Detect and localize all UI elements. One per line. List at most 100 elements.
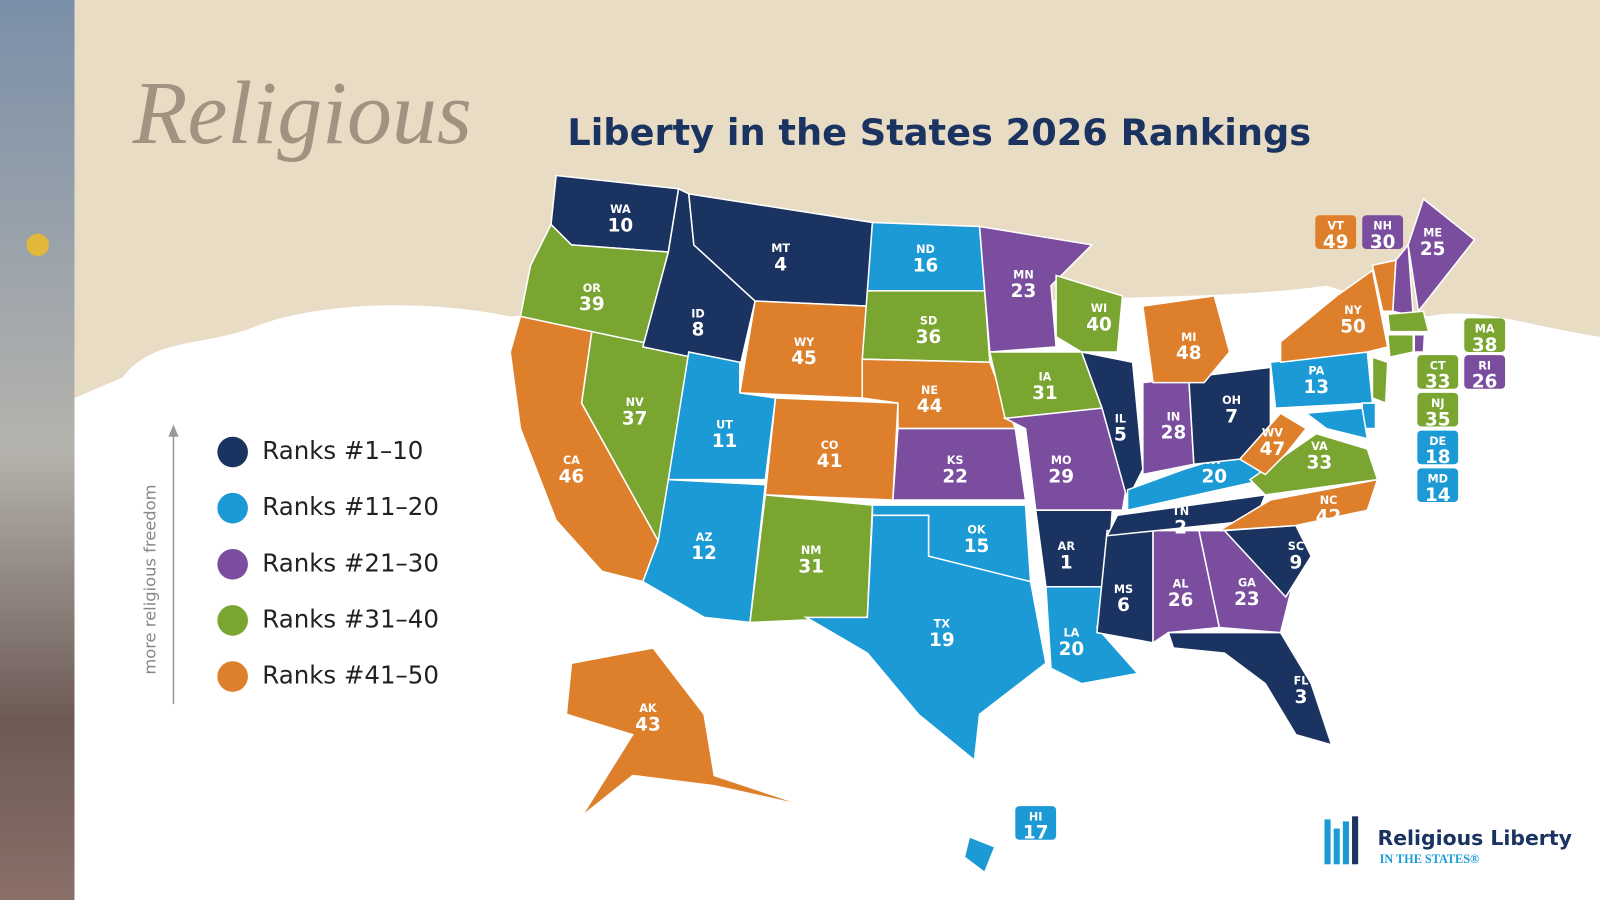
photo-strip: [0, 0, 75, 900]
state-rank: 33: [1307, 452, 1333, 473]
state-shape: [1055, 274, 1124, 353]
state-rank: 8: [692, 320, 705, 341]
state-abbr: NC: [1320, 494, 1338, 507]
state-rank: 14: [1425, 485, 1451, 506]
logo: Religious Liberty IN THE STATES®: [1324, 816, 1572, 866]
state-abbr: ND: [916, 243, 935, 256]
state-rank: 12: [691, 543, 717, 564]
state-abbr: PA: [1308, 364, 1324, 377]
state-abbr: WA: [610, 203, 631, 216]
state-shape: [641, 478, 767, 624]
state-shape: [565, 647, 807, 817]
legend-label: Ranks #21–30: [262, 548, 439, 577]
state-abbr: AL: [1173, 578, 1189, 591]
state-abbr: WI: [1091, 302, 1108, 315]
state-rank: 11: [712, 431, 738, 452]
state-abbr: FL: [1294, 675, 1309, 688]
state-abbr: DE: [1429, 435, 1446, 448]
state-abbr: SD: [920, 314, 937, 327]
state-abbr: SC: [1288, 540, 1304, 553]
state-abbr: NH: [1373, 220, 1392, 233]
state-rank: 26: [1472, 372, 1498, 393]
state-abbr: LA: [1063, 627, 1079, 640]
state-shape: [892, 427, 1027, 501]
legend-swatch: [217, 548, 248, 580]
state-shape: [1167, 631, 1333, 747]
legend-label: Ranks #1–10: [262, 436, 423, 465]
state-abbr: VA: [1311, 440, 1328, 453]
state-rank: 20: [1201, 467, 1227, 488]
state-rank: 39: [579, 294, 605, 315]
state-rank: 48: [1176, 343, 1202, 364]
state-abbr: AZ: [696, 531, 713, 544]
state-abbr: NV: [626, 396, 644, 409]
state-rank: 36: [916, 327, 942, 348]
state-abbr: CA: [563, 454, 580, 467]
legend-swatch: [217, 661, 248, 692]
state-abbr: ID: [691, 307, 705, 320]
state-shape: [1371, 356, 1389, 405]
state-abbr: MI: [1181, 331, 1196, 344]
state-rank: 10: [608, 216, 634, 237]
state-abbr: NY: [1344, 304, 1362, 317]
state-label-box: [1362, 215, 1404, 249]
state-rank: 45: [791, 348, 817, 369]
state-abbr: OR: [583, 282, 602, 295]
arrow-head: [168, 424, 179, 437]
legend-label: Ranks #31–40: [262, 604, 439, 633]
state-rank: 18: [1425, 447, 1451, 468]
state-rank: 44: [917, 396, 943, 417]
paper-texture: [74, 0, 1600, 398]
state-label-box: [1015, 806, 1057, 840]
state-rank: 26: [1168, 590, 1194, 611]
state-rank: 40: [1086, 315, 1112, 336]
state-abbr: MS: [1114, 583, 1133, 596]
state-rank: 7: [1225, 406, 1238, 427]
state-abbr: MD: [1428, 473, 1448, 486]
state-rank: 5: [1114, 425, 1127, 446]
state-rank: 23: [1234, 589, 1260, 610]
state-label-box: [1417, 430, 1459, 465]
state-rank: 25: [1420, 239, 1446, 260]
state-shape: [1141, 295, 1231, 384]
state-abbr: HI: [1029, 810, 1043, 823]
state-rank: 43: [635, 715, 661, 736]
state-abbr: GA: [1238, 577, 1256, 590]
state-shape: [1248, 432, 1379, 496]
state-abbr: IA: [1038, 371, 1051, 384]
state-rank: 37: [622, 408, 648, 429]
state-shape: [1218, 478, 1379, 532]
state-abbr: OK: [967, 524, 987, 537]
state-shape: [1386, 333, 1415, 359]
state-rank: 28: [1161, 423, 1187, 444]
state-label-box: [1464, 318, 1506, 353]
state-rank: 42: [1316, 506, 1342, 527]
state-shape: [1279, 269, 1389, 364]
logo-bar: [1333, 828, 1340, 865]
logo-tagline: IN THE STATES®: [1380, 852, 1480, 866]
state-abbr: TX: [934, 617, 951, 630]
state-rank: 3: [1295, 687, 1308, 708]
state-label-box: [1417, 392, 1459, 427]
state-rank: 6: [1117, 595, 1130, 616]
state-rank: 2: [1174, 518, 1187, 539]
state-rank: 49: [1323, 232, 1349, 253]
clock: [26, 233, 49, 257]
state-rank: 35: [1425, 409, 1451, 430]
state-abbr: MA: [1475, 323, 1495, 336]
state-rank: 1: [1060, 552, 1073, 573]
state-abbr: UT: [716, 419, 733, 432]
state-rank: 50: [1340, 317, 1366, 338]
axis-label: more religious freedom: [141, 485, 160, 675]
state-rank: 46: [559, 467, 585, 488]
state-label-box: [1315, 215, 1357, 249]
state-shape: [963, 835, 996, 874]
state-rank: 22: [942, 467, 968, 488]
state-abbr: RI: [1478, 359, 1491, 372]
state-abbr: AK: [639, 702, 658, 715]
state-abbr: KS: [947, 454, 964, 467]
state-abbr: WV: [1262, 427, 1283, 440]
state-rank: 33: [1425, 372, 1451, 393]
state-rank: 13: [1304, 377, 1330, 398]
